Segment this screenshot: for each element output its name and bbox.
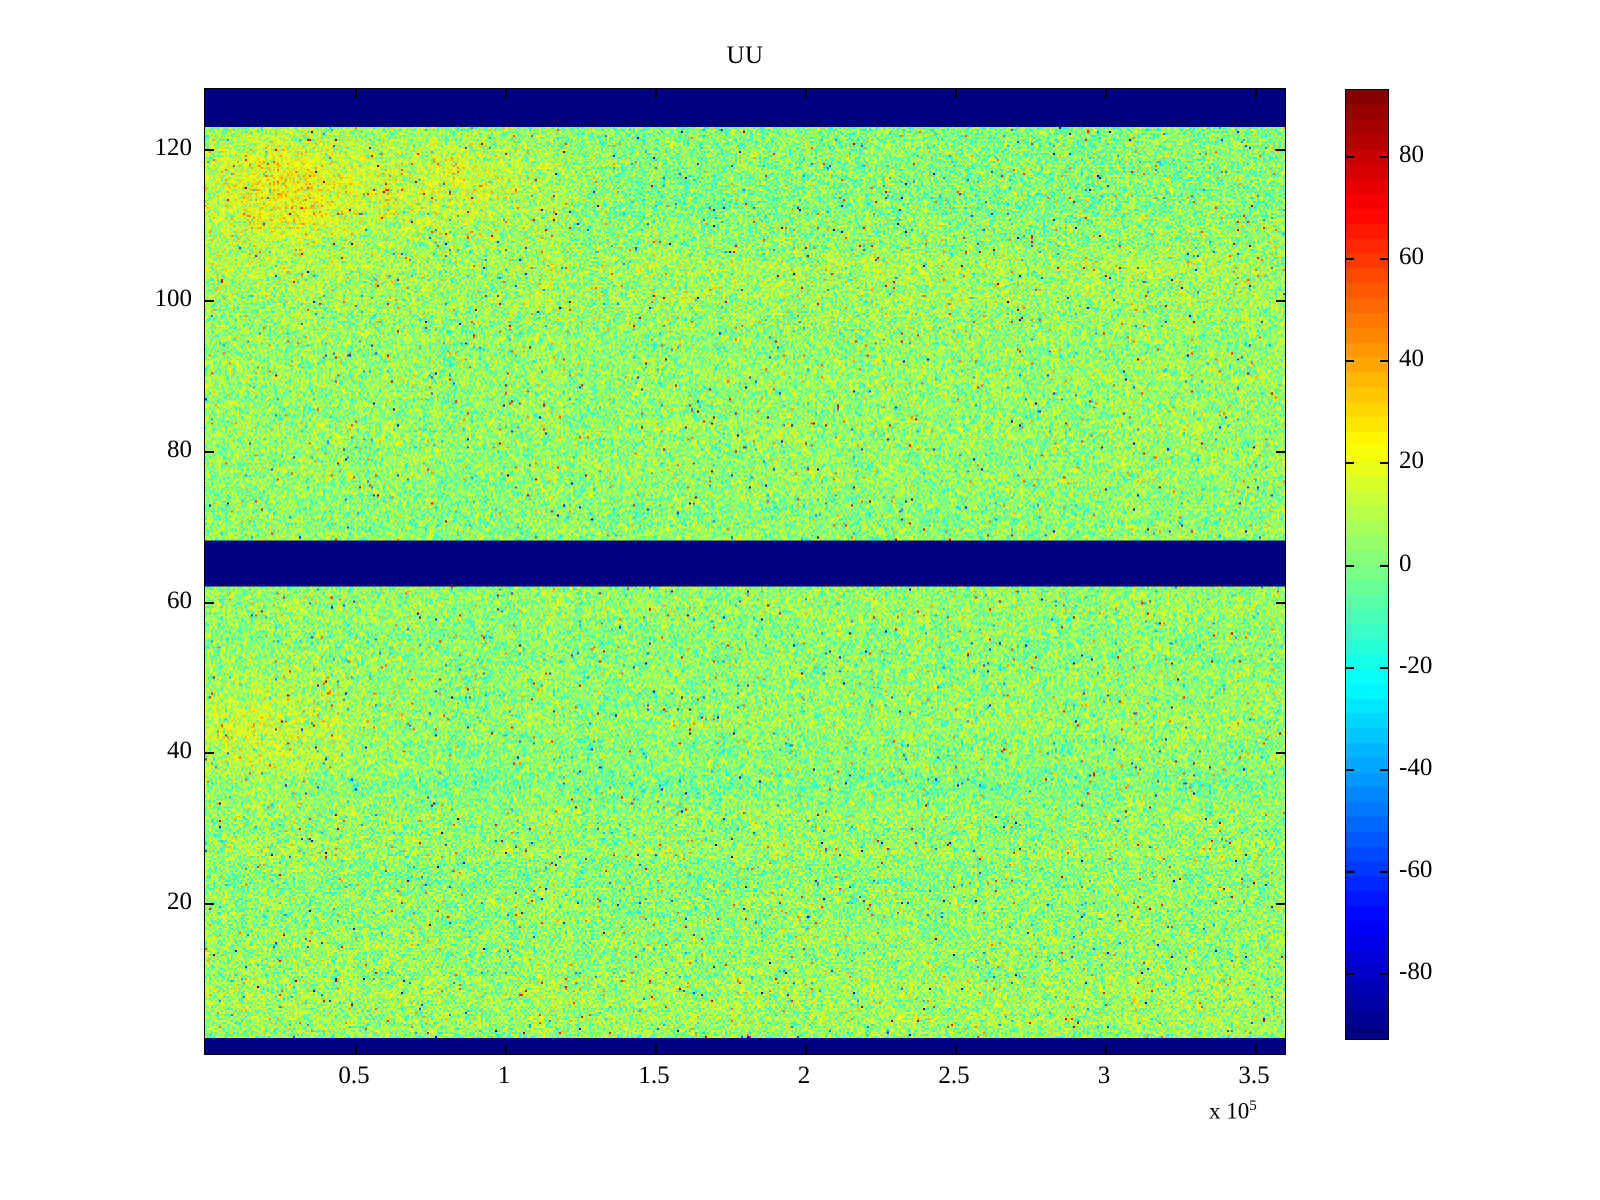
y-tick-label: 80 <box>167 435 192 463</box>
x-axis-exponent-label: x 105 <box>1209 1098 1257 1125</box>
colorbar-tick-mark <box>1380 768 1388 771</box>
x-tick-mark <box>1105 89 1107 98</box>
colorbar-tick-mark <box>1380 258 1388 261</box>
colorbar-tick-label: 60 <box>1399 243 1424 271</box>
y-tick-label: 40 <box>167 737 192 765</box>
colorbar-tick-label: 80 <box>1399 141 1424 169</box>
x-tick-mark <box>355 1045 357 1054</box>
colorbar-tick-mark <box>1380 462 1388 465</box>
y-tick-mark <box>1276 149 1285 152</box>
colorbar-tick-label: -80 <box>1399 957 1433 985</box>
y-tick-mark <box>205 903 214 906</box>
y-tick-mark <box>205 300 214 303</box>
colorbar-tick-mark <box>1380 564 1388 567</box>
x-tick-mark <box>1105 1045 1107 1054</box>
colorbar-tick-label: 40 <box>1399 345 1424 373</box>
colorbar-tick-mark <box>1380 870 1388 873</box>
x-tick-label: 2.5 <box>938 1062 970 1089</box>
colorbar-tick-mark <box>1346 972 1354 975</box>
y-tick-label: 100 <box>154 285 193 313</box>
x-tick-mark <box>655 1045 657 1054</box>
x-tick-mark <box>505 89 507 98</box>
colorbar-tick-mark <box>1346 258 1354 261</box>
colorbar-tick-mark <box>1380 666 1388 669</box>
y-tick-label: 120 <box>154 134 193 162</box>
x-exponent-base: x 10 <box>1209 1098 1250 1124</box>
colorbar-tick-label: -20 <box>1399 651 1433 679</box>
y-tick-mark <box>205 450 214 453</box>
y-tick-mark <box>205 149 214 152</box>
heatmap-axes <box>204 88 1286 1055</box>
heatmap-image <box>205 89 1285 1054</box>
colorbar-tick-mark <box>1346 360 1354 363</box>
colorbar <box>1345 89 1389 1040</box>
x-tick-mark <box>655 89 657 98</box>
x-tick-mark <box>805 1045 807 1054</box>
colorbar-tick-mark <box>1380 156 1388 159</box>
colorbar-tick-mark <box>1380 972 1388 975</box>
colorbar-tick-mark <box>1380 360 1388 363</box>
colorbar-tick-mark <box>1346 870 1354 873</box>
colorbar-tick-mark <box>1346 666 1354 669</box>
colorbar-tick-label: -60 <box>1399 855 1433 883</box>
x-tick-label: 2 <box>797 1062 811 1089</box>
y-tick-label: 60 <box>167 586 192 614</box>
page-title: UU <box>726 42 764 69</box>
y-tick-mark <box>1276 450 1285 453</box>
colorbar-tick-mark <box>1346 156 1354 159</box>
colorbar-tick-label: 20 <box>1399 447 1424 475</box>
x-tick-label: 1 <box>497 1062 511 1089</box>
x-tick-label: 3.5 <box>1238 1062 1270 1089</box>
x-tick-mark <box>505 1045 507 1054</box>
y-tick-label: 20 <box>167 888 192 916</box>
x-exponent-power: 5 <box>1249 1098 1257 1114</box>
x-tick-mark <box>805 89 807 98</box>
colorbar-tick-mark <box>1346 768 1354 771</box>
y-tick-mark <box>205 601 214 604</box>
colorbar-tick-mark <box>1346 564 1354 567</box>
x-tick-mark <box>355 89 357 98</box>
y-tick-mark <box>205 752 214 755</box>
x-tick-mark <box>955 1045 957 1054</box>
colorbar-tick-label: 0 <box>1399 549 1412 577</box>
y-tick-mark <box>1276 601 1285 604</box>
x-tick-label: 1.5 <box>638 1062 670 1089</box>
colorbar-tick-mark <box>1346 462 1354 465</box>
x-tick-label: 3 <box>1097 1062 1111 1089</box>
y-tick-mark <box>1276 300 1285 303</box>
x-tick-mark <box>955 89 957 98</box>
x-tick-mark <box>1255 1045 1257 1054</box>
x-tick-label: 0.5 <box>338 1062 370 1089</box>
colorbar-tick-label: -40 <box>1399 753 1433 781</box>
y-tick-mark <box>1276 752 1285 755</box>
x-tick-mark <box>1255 89 1257 98</box>
y-tick-mark <box>1276 903 1285 906</box>
